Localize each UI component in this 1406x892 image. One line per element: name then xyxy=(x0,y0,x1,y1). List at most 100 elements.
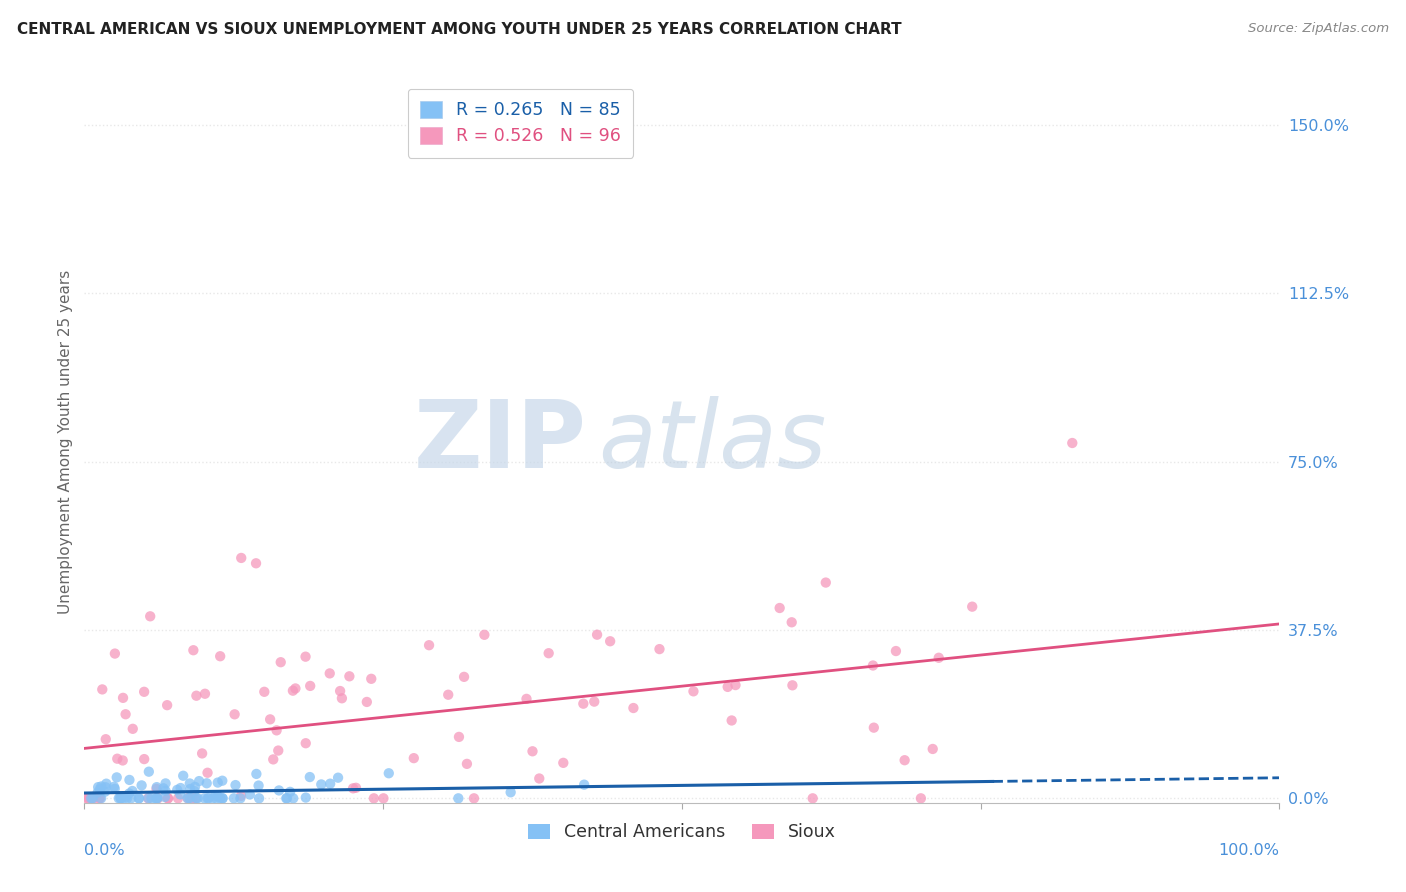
Point xyxy=(83,791,105,805)
Point xyxy=(114,707,136,722)
Point xyxy=(474,628,496,642)
Point xyxy=(120,791,142,805)
Point xyxy=(283,791,305,805)
Point xyxy=(229,791,252,805)
Point xyxy=(153,790,176,805)
Text: ZIP: ZIP xyxy=(413,395,586,488)
Point xyxy=(921,742,943,756)
Point xyxy=(136,791,159,805)
Point xyxy=(862,721,884,735)
Point xyxy=(463,791,485,805)
Point xyxy=(195,776,218,790)
Point xyxy=(134,685,156,699)
Point xyxy=(682,684,704,698)
Point xyxy=(103,780,125,794)
Point xyxy=(110,789,132,804)
Point xyxy=(648,642,671,657)
Text: 100.0%: 100.0% xyxy=(1219,843,1279,857)
Point xyxy=(572,778,595,792)
Point xyxy=(177,791,200,805)
Point xyxy=(319,666,342,681)
Point xyxy=(167,791,190,805)
Point xyxy=(128,791,150,805)
Point xyxy=(356,695,378,709)
Text: 0.0%: 0.0% xyxy=(84,843,125,857)
Point xyxy=(319,777,342,791)
Point xyxy=(118,772,141,787)
Point xyxy=(623,701,645,715)
Point xyxy=(378,766,401,780)
Point xyxy=(360,672,382,686)
Point xyxy=(294,790,316,805)
Point xyxy=(82,791,104,805)
Point xyxy=(884,644,907,658)
Point xyxy=(145,781,167,796)
Point xyxy=(209,791,232,805)
Point xyxy=(247,779,270,793)
Point xyxy=(156,698,179,713)
Point xyxy=(910,791,932,805)
Point xyxy=(77,791,100,805)
Point xyxy=(166,782,188,797)
Point xyxy=(188,774,211,789)
Point xyxy=(146,791,169,805)
Point xyxy=(186,791,208,805)
Point xyxy=(197,791,219,805)
Point xyxy=(193,791,215,805)
Point xyxy=(105,771,128,785)
Point xyxy=(207,789,229,803)
Point xyxy=(418,638,440,652)
Point xyxy=(152,781,174,796)
Point xyxy=(184,791,207,805)
Point xyxy=(115,791,138,805)
Point xyxy=(276,791,298,805)
Point xyxy=(344,780,367,795)
Point xyxy=(183,643,205,657)
Point xyxy=(294,736,316,750)
Point xyxy=(87,791,110,805)
Point xyxy=(131,778,153,792)
Point xyxy=(191,747,214,761)
Point xyxy=(186,689,208,703)
Point xyxy=(105,752,128,766)
Point xyxy=(245,767,267,781)
Point xyxy=(583,695,606,709)
Point xyxy=(104,781,127,796)
Point xyxy=(177,791,200,805)
Point xyxy=(447,730,470,744)
Point xyxy=(262,752,284,766)
Point xyxy=(231,550,253,565)
Point xyxy=(157,791,180,805)
Point xyxy=(717,680,740,694)
Point xyxy=(211,773,233,788)
Point xyxy=(146,791,169,805)
Point xyxy=(814,575,837,590)
Point xyxy=(169,780,191,795)
Point xyxy=(90,780,112,794)
Point xyxy=(724,678,747,692)
Point xyxy=(114,790,136,805)
Point xyxy=(456,756,478,771)
Point xyxy=(342,781,364,796)
Point xyxy=(537,646,560,660)
Legend: Central Americans, Sioux: Central Americans, Sioux xyxy=(522,816,842,848)
Point xyxy=(769,601,792,615)
Point xyxy=(197,765,219,780)
Y-axis label: Unemployment Among Youth under 25 years: Unemployment Among Youth under 25 years xyxy=(58,269,73,614)
Point xyxy=(104,647,127,661)
Point xyxy=(270,655,292,669)
Point xyxy=(572,697,595,711)
Point xyxy=(138,791,160,805)
Point xyxy=(80,791,103,805)
Point xyxy=(402,751,425,765)
Point xyxy=(337,669,360,683)
Point xyxy=(112,690,135,705)
Point xyxy=(156,791,179,805)
Point xyxy=(90,791,112,805)
Point xyxy=(299,679,322,693)
Point xyxy=(94,785,117,799)
Point xyxy=(586,628,609,642)
Point xyxy=(326,771,349,785)
Point xyxy=(194,687,217,701)
Point xyxy=(179,782,201,797)
